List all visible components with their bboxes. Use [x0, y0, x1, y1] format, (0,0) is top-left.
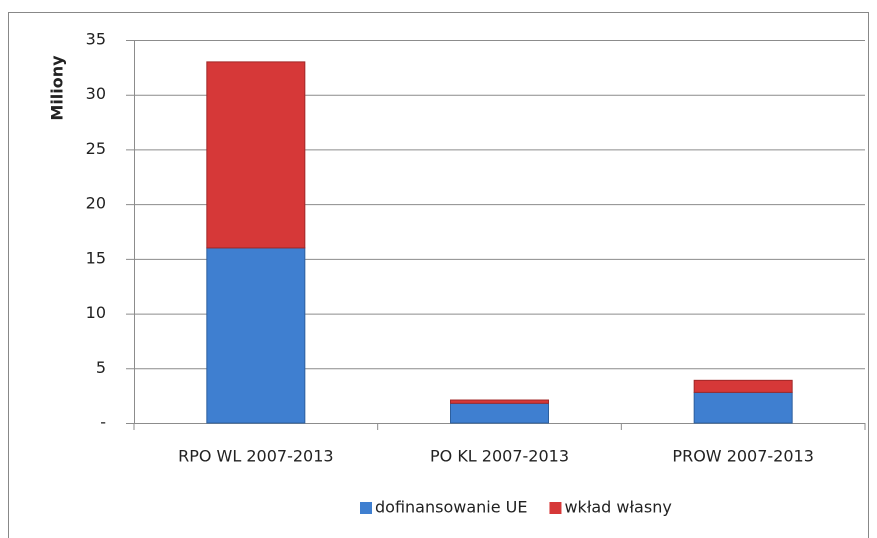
y-tick-label: 10 — [86, 303, 106, 322]
bar-segment — [450, 399, 549, 404]
y-tick-label: 30 — [86, 84, 106, 103]
y-tick-label: 20 — [86, 194, 106, 213]
chart-frame — [8, 12, 869, 538]
y-tick-label: 25 — [86, 139, 106, 158]
x-tick-label: PROW 2007-2013 — [672, 447, 813, 466]
y-tick-label: 35 — [86, 30, 106, 49]
bar-segment — [450, 402, 549, 424]
bar-segment — [693, 379, 793, 393]
legend-label: wkład własny — [564, 498, 671, 517]
bar-segment — [206, 247, 306, 424]
legend-swatch — [549, 502, 562, 514]
y-axis-label: Miliony — [48, 55, 67, 121]
bar-segment — [206, 61, 306, 249]
y-tick-label: - — [100, 413, 106, 432]
x-tick-label: RPO WL 2007-2013 — [178, 447, 333, 466]
legend-swatch — [360, 502, 372, 514]
legend-label: dofinansowanie UE — [375, 498, 527, 517]
x-tick-label: PO KL 2007-2013 — [430, 447, 569, 466]
bar-segment — [693, 391, 793, 424]
y-tick-label: 5 — [96, 358, 106, 377]
y-tick-label: 15 — [86, 248, 106, 267]
